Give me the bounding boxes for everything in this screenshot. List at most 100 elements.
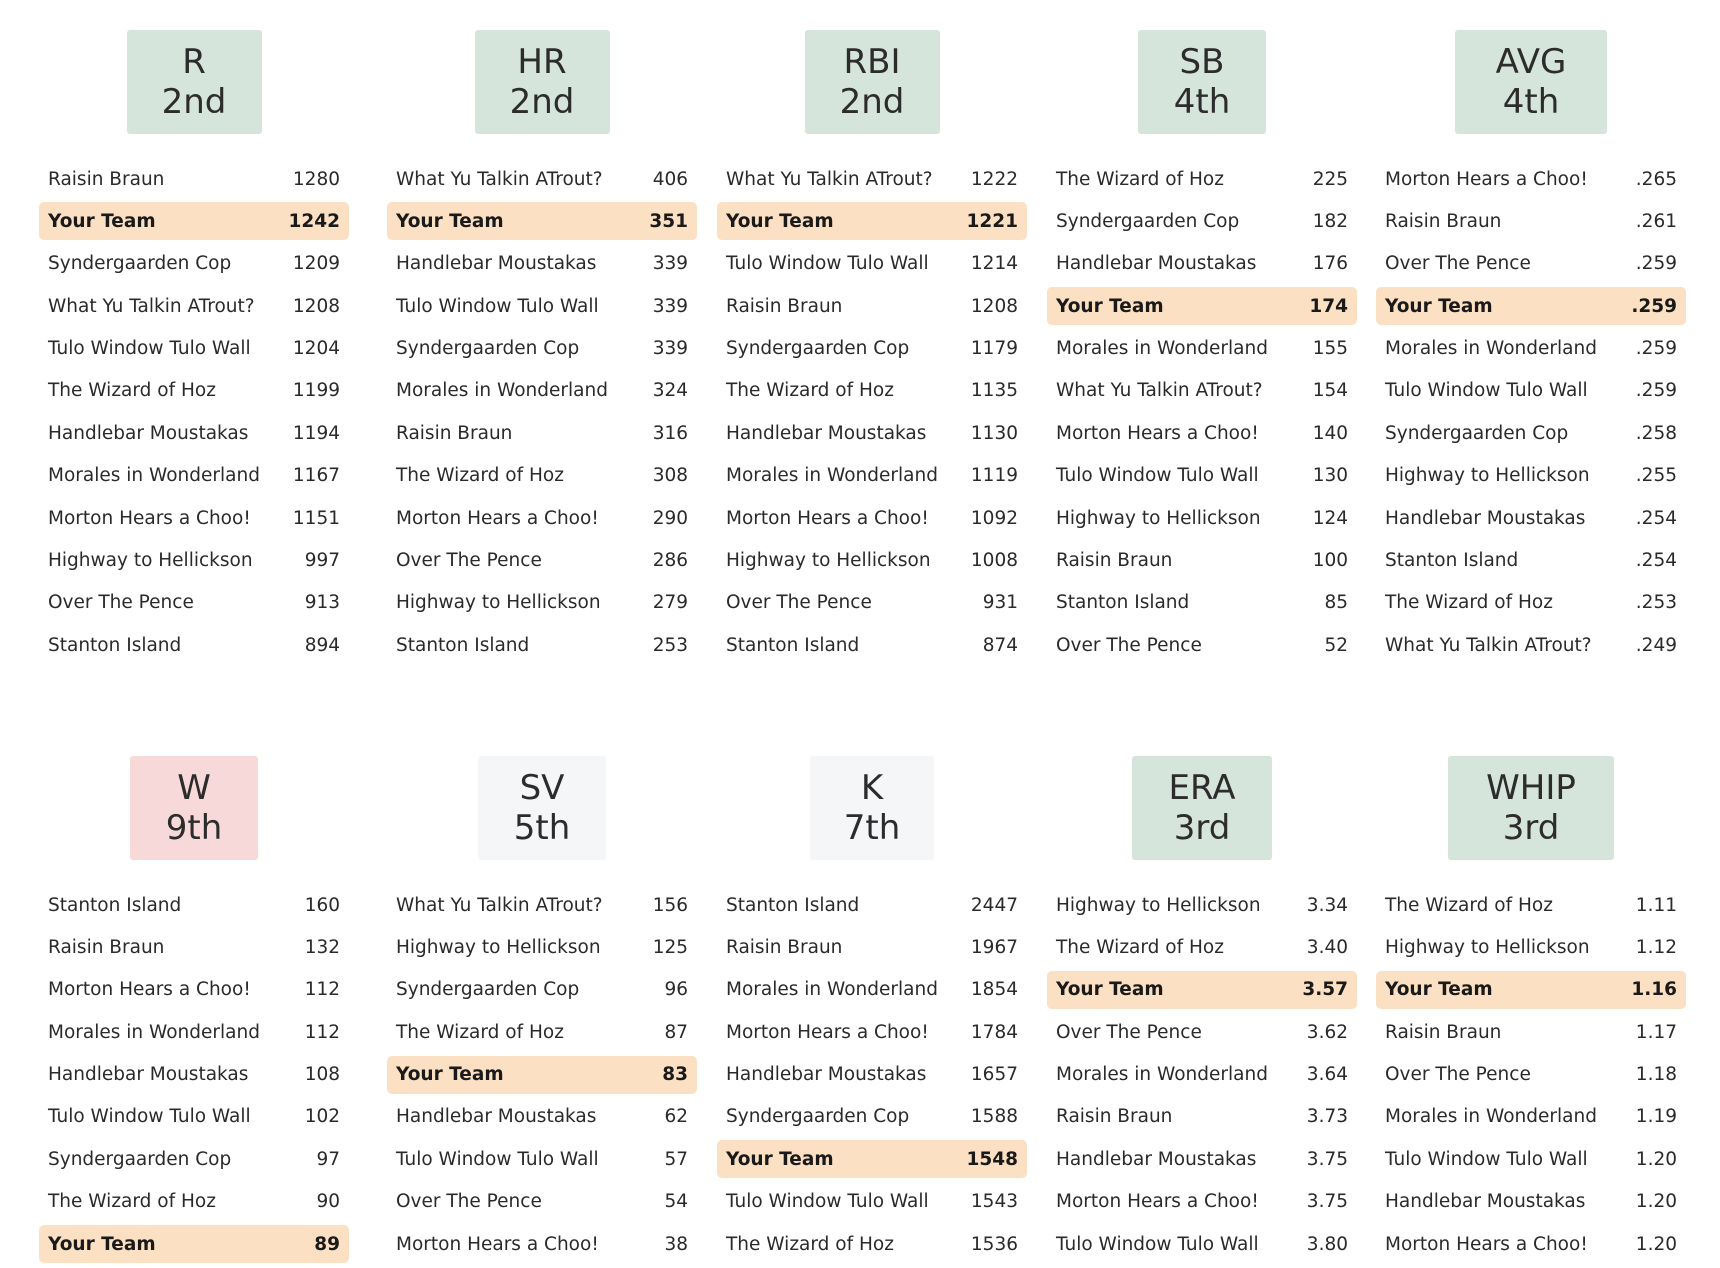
category-header[interactable]: AVG 4th	[1455, 30, 1607, 134]
team-row[interactable]: Syndergaarden Cop 1588	[717, 1098, 1027, 1136]
your-team-row[interactable]: Your Team 89	[39, 1225, 349, 1264]
team-row[interactable]: The Wizard of Hoz .253	[1376, 584, 1686, 622]
team-row[interactable]: Morton Hears a Choo! 38	[387, 1225, 697, 1263]
category-header[interactable]: SV 5th	[478, 756, 606, 860]
team-row[interactable]: Over The Pence 1.18	[1376, 1056, 1686, 1094]
team-row[interactable]: Handlebar Moustakas 3.75	[1047, 1140, 1357, 1178]
team-row[interactable]: Handlebar Moustakas 108	[39, 1056, 349, 1094]
team-row[interactable]: Stanton Island 85	[1047, 584, 1357, 622]
team-row[interactable]: Tulo Window Tulo Wall 130	[1047, 457, 1357, 495]
team-row[interactable]: Handlebar Moustakas .254	[1376, 499, 1686, 537]
team-row[interactable]: Tulo Window Tulo Wall 1543	[717, 1183, 1027, 1221]
team-row[interactable]: Morton Hears a Choo! 290	[387, 499, 697, 537]
team-row[interactable]: Handlebar Moustakas 1657	[717, 1056, 1027, 1094]
team-row[interactable]: Syndergaarden Cop 182	[1047, 202, 1357, 240]
team-row[interactable]: Highway to Hellickson 1.12	[1376, 928, 1686, 966]
team-row[interactable]: Handlebar Moustakas 339	[387, 245, 697, 283]
team-row[interactable]: Raisin Braun 100	[1047, 542, 1357, 580]
team-row[interactable]: Morales in Wonderland 3.64	[1047, 1056, 1357, 1094]
your-team-row[interactable]: Your Team 1242	[39, 202, 349, 241]
your-team-row[interactable]: Your Team 83	[387, 1055, 697, 1094]
team-row[interactable]: Morales in Wonderland 112	[39, 1013, 349, 1051]
team-row[interactable]: Raisin Braun 3.73	[1047, 1098, 1357, 1136]
team-row[interactable]: Handlebar Moustakas 1130	[717, 414, 1027, 452]
team-row[interactable]: Highway to Hellickson 1008	[717, 542, 1027, 580]
team-row[interactable]: Raisin Braun 316	[387, 414, 697, 452]
team-row[interactable]: The Wizard of Hoz 308	[387, 457, 697, 495]
team-row[interactable]: Syndergaarden Cop .258	[1376, 414, 1686, 452]
team-row[interactable]: Syndergaarden Cop 96	[387, 971, 697, 1009]
team-row[interactable]: Handlebar Moustakas 62	[387, 1098, 697, 1136]
team-row[interactable]: Syndergaarden Cop 1179	[717, 330, 1027, 368]
team-row[interactable]: The Wizard of Hoz 1.11	[1376, 886, 1686, 924]
team-row[interactable]: Over The Pence 931	[717, 584, 1027, 622]
team-row[interactable]: Stanton Island 2447	[717, 886, 1027, 924]
team-row[interactable]: Syndergaarden Cop 97	[39, 1140, 349, 1178]
team-row[interactable]: Tulo Window Tulo Wall 1204	[39, 330, 349, 368]
your-team-row[interactable]: Your Team 3.57	[1047, 970, 1357, 1009]
team-row[interactable]: Stanton Island 874	[717, 626, 1027, 664]
team-row[interactable]: Morton Hears a Choo! 3.75	[1047, 1183, 1357, 1221]
team-row[interactable]: The Wizard of Hoz 1199	[39, 372, 349, 410]
team-row[interactable]: Over The Pence 286	[387, 542, 697, 580]
team-row[interactable]: Raisin Braun 132	[39, 928, 349, 966]
your-team-row[interactable]: Your Team 174	[1047, 287, 1357, 326]
team-row[interactable]: Highway to Hellickson 124	[1047, 499, 1357, 537]
team-row[interactable]: Over The Pence 913	[39, 584, 349, 622]
team-row[interactable]: The Wizard of Hoz 1536	[717, 1225, 1027, 1263]
team-row[interactable]: Raisin Braun 1.17	[1376, 1013, 1686, 1051]
team-row[interactable]: Over The Pence 3.62	[1047, 1013, 1357, 1051]
team-row[interactable]: Stanton Island 894	[39, 626, 349, 664]
category-header[interactable]: ERA 3rd	[1132, 756, 1272, 860]
your-team-row[interactable]: Your Team 1221	[717, 202, 1027, 241]
team-row[interactable]: Handlebar Moustakas 1.20	[1376, 1183, 1686, 1221]
team-row[interactable]: Morales in Wonderland 1854	[717, 971, 1027, 1009]
team-row[interactable]: The Wizard of Hoz 87	[387, 1013, 697, 1051]
team-row[interactable]: Tulo Window Tulo Wall 1.20	[1376, 1140, 1686, 1178]
team-row[interactable]: Raisin Braun .261	[1376, 202, 1686, 240]
team-row[interactable]: Morton Hears a Choo! 112	[39, 971, 349, 1009]
team-row[interactable]: Handlebar Moustakas 1194	[39, 414, 349, 452]
your-team-row[interactable]: Your Team .259	[1376, 287, 1686, 326]
your-team-row[interactable]: Your Team 351	[387, 202, 697, 241]
team-row[interactable]: Morales in Wonderland 1167	[39, 457, 349, 495]
team-row[interactable]: Syndergaarden Cop 339	[387, 330, 697, 368]
category-header[interactable]: WHIP 3rd	[1448, 756, 1614, 860]
category-header[interactable]: W 9th	[130, 756, 258, 860]
team-row[interactable]: Morales in Wonderland 324	[387, 372, 697, 410]
team-row[interactable]: The Wizard of Hoz 90	[39, 1183, 349, 1221]
team-row[interactable]: Raisin Braun 1280	[39, 160, 349, 198]
team-row[interactable]: Stanton Island .254	[1376, 542, 1686, 580]
team-row[interactable]: Raisin Braun 1967	[717, 928, 1027, 966]
team-row[interactable]: Morales in Wonderland .259	[1376, 330, 1686, 368]
team-row[interactable]: Tulo Window Tulo Wall 102	[39, 1098, 349, 1136]
category-header[interactable]: R 2nd	[126, 30, 262, 134]
team-row[interactable]: The Wizard of Hoz 1135	[717, 372, 1027, 410]
your-team-row[interactable]: Your Team 1548	[717, 1140, 1027, 1179]
your-team-row[interactable]: Your Team 1.16	[1376, 970, 1686, 1009]
category-header[interactable]: SB 4th	[1138, 30, 1266, 134]
team-row[interactable]: Highway to Hellickson .255	[1376, 457, 1686, 495]
team-row[interactable]: Highway to Hellickson 279	[387, 584, 697, 622]
team-row[interactable]: Tulo Window Tulo Wall .259	[1376, 372, 1686, 410]
team-row[interactable]: Morton Hears a Choo! 1.20	[1376, 1225, 1686, 1263]
category-header[interactable]: K 7th	[810, 756, 934, 860]
team-row[interactable]: Stanton Island 160	[39, 886, 349, 924]
team-row[interactable]: Morton Hears a Choo! 1151	[39, 499, 349, 537]
team-row[interactable]: Morton Hears a Choo! .265	[1376, 160, 1686, 198]
team-row[interactable]: Tulo Window Tulo Wall 1214	[717, 245, 1027, 283]
team-row[interactable]: The Wizard of Hoz 225	[1047, 160, 1357, 198]
team-row[interactable]: What Yu Talkin ATrout? .249	[1376, 626, 1686, 664]
team-row[interactable]: Tulo Window Tulo Wall 339	[387, 287, 697, 325]
team-row[interactable]: What Yu Talkin ATrout? 406	[387, 160, 697, 198]
category-header[interactable]: HR 2nd	[474, 30, 610, 134]
team-row[interactable]: Morales in Wonderland 1119	[717, 457, 1027, 495]
team-row[interactable]: Stanton Island 253	[387, 626, 697, 664]
team-row[interactable]: Tulo Window Tulo Wall 57	[387, 1140, 697, 1178]
category-header[interactable]: RBI 2nd	[804, 30, 940, 134]
team-row[interactable]: The Wizard of Hoz 3.40	[1047, 928, 1357, 966]
team-row[interactable]: Morton Hears a Choo! 1092	[717, 499, 1027, 537]
team-row[interactable]: Tulo Window Tulo Wall 3.80	[1047, 1225, 1357, 1263]
team-row[interactable]: What Yu Talkin ATrout? 154	[1047, 372, 1357, 410]
team-row[interactable]: What Yu Talkin ATrout? 1222	[717, 160, 1027, 198]
